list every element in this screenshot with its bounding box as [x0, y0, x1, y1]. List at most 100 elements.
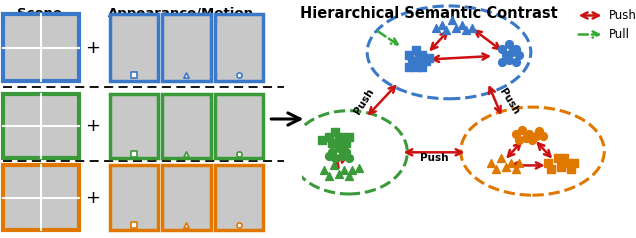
Point — [537, 134, 548, 138]
Point — [517, 128, 527, 132]
Point — [327, 150, 337, 154]
Point — [495, 156, 506, 160]
Bar — [162, 165, 211, 230]
Point — [324, 174, 334, 178]
Point — [337, 135, 347, 139]
Text: Appearance/Motion: Appearance/Motion — [108, 7, 254, 20]
Bar — [110, 94, 158, 158]
Point — [411, 48, 421, 52]
Point — [501, 165, 511, 169]
Point — [424, 56, 434, 60]
Point — [329, 164, 339, 167]
Text: Push: Push — [497, 87, 521, 117]
Point — [438, 23, 448, 27]
Bar — [110, 165, 158, 230]
Point — [530, 134, 541, 138]
Text: Push: Push — [609, 9, 636, 22]
Point — [354, 166, 364, 170]
Point — [450, 26, 460, 30]
Point — [527, 139, 537, 142]
Point — [319, 168, 329, 172]
Point — [334, 139, 344, 142]
Point — [506, 161, 516, 165]
Point — [501, 53, 511, 57]
Point — [411, 65, 421, 69]
Point — [181, 152, 191, 155]
Point — [181, 223, 191, 227]
Bar — [3, 14, 79, 81]
Point — [514, 161, 524, 165]
Point — [524, 133, 534, 136]
Text: Push: Push — [420, 153, 448, 163]
Text: Hierarchical Semantic Contrast: Hierarchical Semantic Contrast — [300, 6, 558, 21]
Point — [234, 223, 244, 227]
Point — [511, 167, 521, 171]
Point — [511, 133, 521, 136]
Point — [486, 161, 496, 165]
Point — [414, 56, 424, 60]
Text: +: + — [85, 39, 100, 57]
Text: Scene: Scene — [17, 7, 62, 20]
Point — [559, 156, 569, 160]
Point — [460, 29, 471, 32]
Point — [514, 53, 524, 57]
Point — [347, 168, 357, 172]
Text: +: + — [85, 117, 100, 135]
Point — [521, 136, 531, 140]
Point — [337, 154, 347, 158]
Bar — [215, 165, 263, 230]
Point — [566, 167, 576, 171]
Point — [511, 47, 521, 51]
Text: Pull: Pull — [609, 28, 630, 41]
Text: +: + — [85, 188, 100, 207]
Point — [343, 156, 354, 160]
Point — [324, 135, 334, 139]
Point — [543, 161, 553, 165]
Point — [467, 26, 478, 30]
Point — [404, 65, 414, 69]
Text: Push: Push — [352, 86, 376, 116]
Point — [343, 135, 354, 139]
Point — [327, 141, 337, 145]
Point — [497, 47, 508, 51]
Point — [514, 139, 524, 142]
Point — [447, 18, 457, 22]
Point — [334, 146, 344, 149]
Bar — [215, 94, 263, 158]
Point — [324, 154, 334, 158]
Point — [497, 60, 508, 64]
Point — [234, 152, 244, 155]
Point — [420, 59, 431, 63]
Point — [339, 168, 349, 172]
Point — [404, 53, 414, 57]
Point — [343, 174, 354, 178]
Point — [569, 161, 579, 165]
Point — [331, 156, 341, 160]
Point — [431, 26, 441, 30]
Point — [128, 223, 139, 227]
Point — [317, 139, 327, 142]
Point — [234, 73, 244, 77]
Point — [457, 23, 467, 27]
Point — [441, 29, 451, 32]
Point — [181, 73, 191, 77]
Point — [340, 141, 350, 145]
Point — [504, 58, 514, 61]
Point — [546, 167, 556, 171]
Point — [331, 130, 341, 134]
Bar — [3, 94, 79, 158]
Point — [553, 156, 563, 160]
Point — [334, 172, 344, 176]
Point — [128, 73, 139, 77]
Point — [340, 150, 350, 154]
Point — [407, 59, 417, 63]
Bar — [162, 14, 211, 81]
Bar — [110, 14, 158, 81]
Bar — [162, 94, 211, 158]
Point — [491, 167, 501, 171]
Point — [128, 152, 139, 155]
Point — [511, 60, 521, 64]
Point — [562, 161, 572, 165]
Bar — [215, 14, 263, 81]
Bar — [3, 165, 79, 230]
